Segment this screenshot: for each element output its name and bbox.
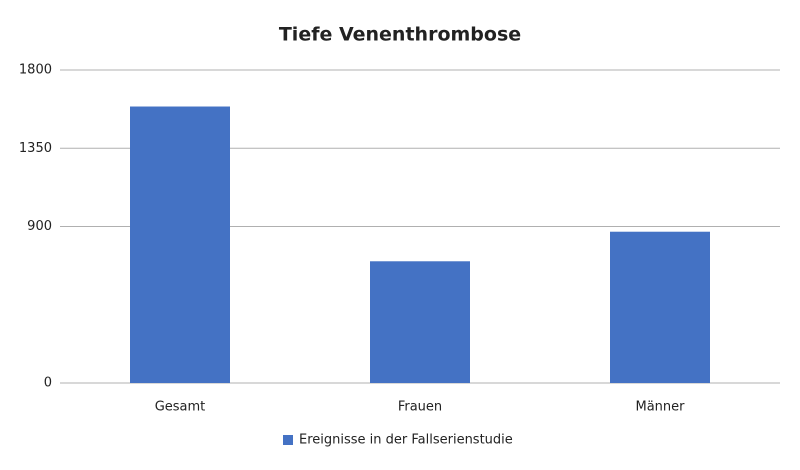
bar — [610, 231, 710, 383]
x-tick-label: Frauen — [398, 400, 442, 415]
y-tick-label: 1350 — [19, 141, 52, 156]
bar — [130, 106, 230, 384]
bar — [370, 261, 470, 383]
x-tick-label: Gesamt — [155, 400, 206, 415]
y-tick-label: 900 — [27, 219, 52, 234]
legend-label: Ereignisse in der Fallserienstudie — [299, 433, 513, 448]
x-tick-label: Männer — [635, 400, 685, 415]
y-tick-label: 0 — [44, 376, 52, 391]
legend-swatch — [283, 435, 293, 445]
y-tick-label: 1800 — [19, 63, 52, 78]
chart-title: Tiefe Venenthrombose — [279, 24, 521, 46]
